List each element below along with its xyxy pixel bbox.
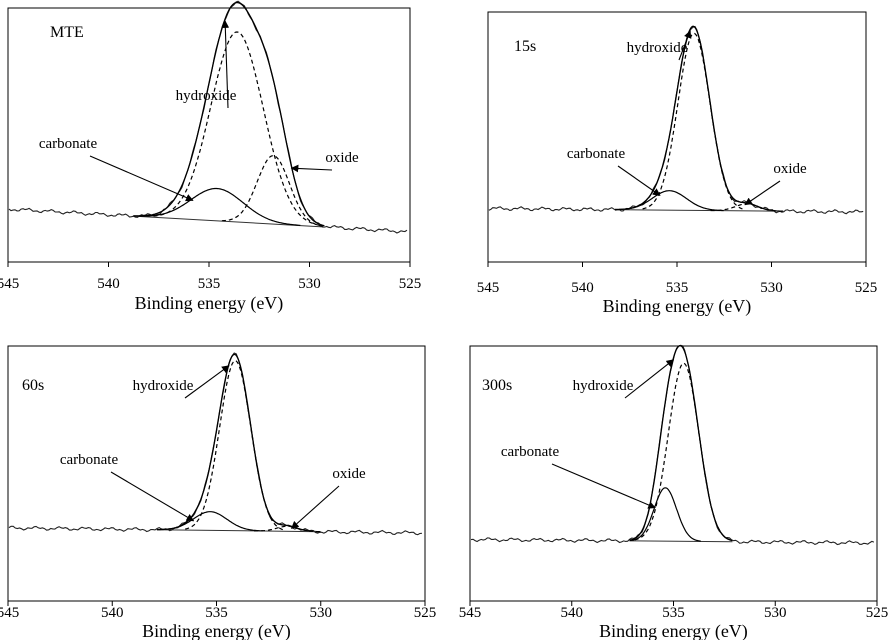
x-tick-label: 525	[866, 605, 889, 621]
x-tick-label: 545	[459, 605, 482, 621]
annotation-arrow	[617, 165, 661, 196]
annotation-oxide: oxide	[773, 161, 807, 177]
annotation-arrow	[624, 359, 675, 399]
x-axis-label: Binding energy (eV)	[135, 293, 284, 314]
annotation-oxide: oxide	[332, 466, 366, 482]
annotation-arrow	[89, 155, 194, 202]
x-axis-label: Binding energy (eV)	[142, 621, 291, 640]
xps-panel-4: 545 540 535 530 525 Binding energy (eV) 300s hy…	[459, 344, 889, 640]
component-carbonate-curve	[133, 187, 301, 226]
annotation-hydroxide: hydroxide	[627, 40, 688, 56]
fit-baseline	[615, 209, 784, 212]
annotation-arrow	[551, 463, 656, 509]
annotation-carbonate: carbonate	[501, 444, 560, 460]
component-oxide-curve	[254, 525, 321, 533]
panel-label: 60s	[22, 377, 44, 394]
x-tick-label: 540	[101, 605, 124, 621]
annotation-hydroxide: hydroxide	[133, 378, 194, 394]
x-tick-label: 545	[477, 280, 500, 296]
plot-frame	[7, 7, 411, 263]
x-tick-label: 530	[760, 280, 783, 296]
x-tick-label: 525	[414, 605, 437, 621]
fit-baseline	[156, 529, 321, 533]
x-tick-label: 535	[198, 276, 221, 292]
annotation-arrow	[290, 485, 340, 529]
annotation-arrow	[678, 30, 692, 61]
x-tick-label: 535	[205, 605, 228, 621]
annotation-arrow	[110, 471, 195, 522]
x-tick-label: 535	[666, 280, 689, 296]
component-carbonate-curve	[629, 487, 701, 542]
panel-label: 300s	[482, 377, 512, 394]
x-tick-label: 535	[662, 605, 685, 621]
annotation-arrow	[184, 365, 230, 399]
xps-panel-2: 545 540 535 530 525 Binding energy (eV) 15s hyd…	[477, 11, 878, 317]
x-tick-label: 540	[97, 276, 120, 292]
x-tick-label: 530	[310, 605, 333, 621]
component-carbonate-curve	[156, 511, 264, 532]
annotation-arrow	[744, 180, 781, 206]
annotation-arrow	[290, 164, 333, 173]
annotation-hydroxide: hydroxide	[176, 88, 237, 104]
xps-panel-3: 545 540 535 530 525 Binding energy (eV) 60s hyd…	[0, 345, 437, 640]
annotation-oxide: oxide	[325, 150, 359, 166]
component-oxide-curve	[710, 203, 783, 212]
x-tick-label: 530	[298, 276, 321, 292]
x-tick-label: 545	[0, 605, 19, 621]
x-tick-label: 525	[399, 276, 422, 292]
component-carbonate-curve	[615, 190, 724, 212]
panel-label: MTE	[50, 24, 84, 41]
fit-envelope-line	[629, 345, 733, 542]
plot-frame	[469, 345, 878, 602]
fit-baseline	[629, 540, 733, 543]
x-axis-label: Binding energy (eV)	[599, 621, 748, 640]
annotation-hydroxide: hydroxide	[573, 378, 634, 394]
annotation-arrow	[221, 20, 230, 109]
x-tick-label: 540	[561, 605, 584, 621]
component-oxide-curve	[221, 154, 325, 228]
component-hydroxide-curve	[642, 32, 745, 211]
xps-panel-1: 545 540 535 530 525 Binding energy (eV) MTE hyd…	[0, 0, 422, 314]
x-axis-label: Binding energy (eV)	[603, 296, 752, 317]
x-tick-label: 525	[855, 280, 878, 296]
component-hydroxide-curve	[153, 31, 321, 227]
component-hydroxide-curve	[185, 360, 286, 531]
component-hydroxide-curve	[634, 362, 733, 542]
panel-label: 15s	[514, 38, 536, 55]
x-tick-label: 545	[0, 276, 19, 292]
annotation-carbonate: carbonate	[567, 146, 626, 162]
x-tick-label: 530	[764, 605, 787, 621]
x-tick-label: 540	[571, 280, 594, 296]
raw-spectrum-line	[8, 352, 422, 536]
annotation-carbonate: carbonate	[60, 452, 119, 468]
annotation-carbonate: carbonate	[39, 136, 98, 152]
